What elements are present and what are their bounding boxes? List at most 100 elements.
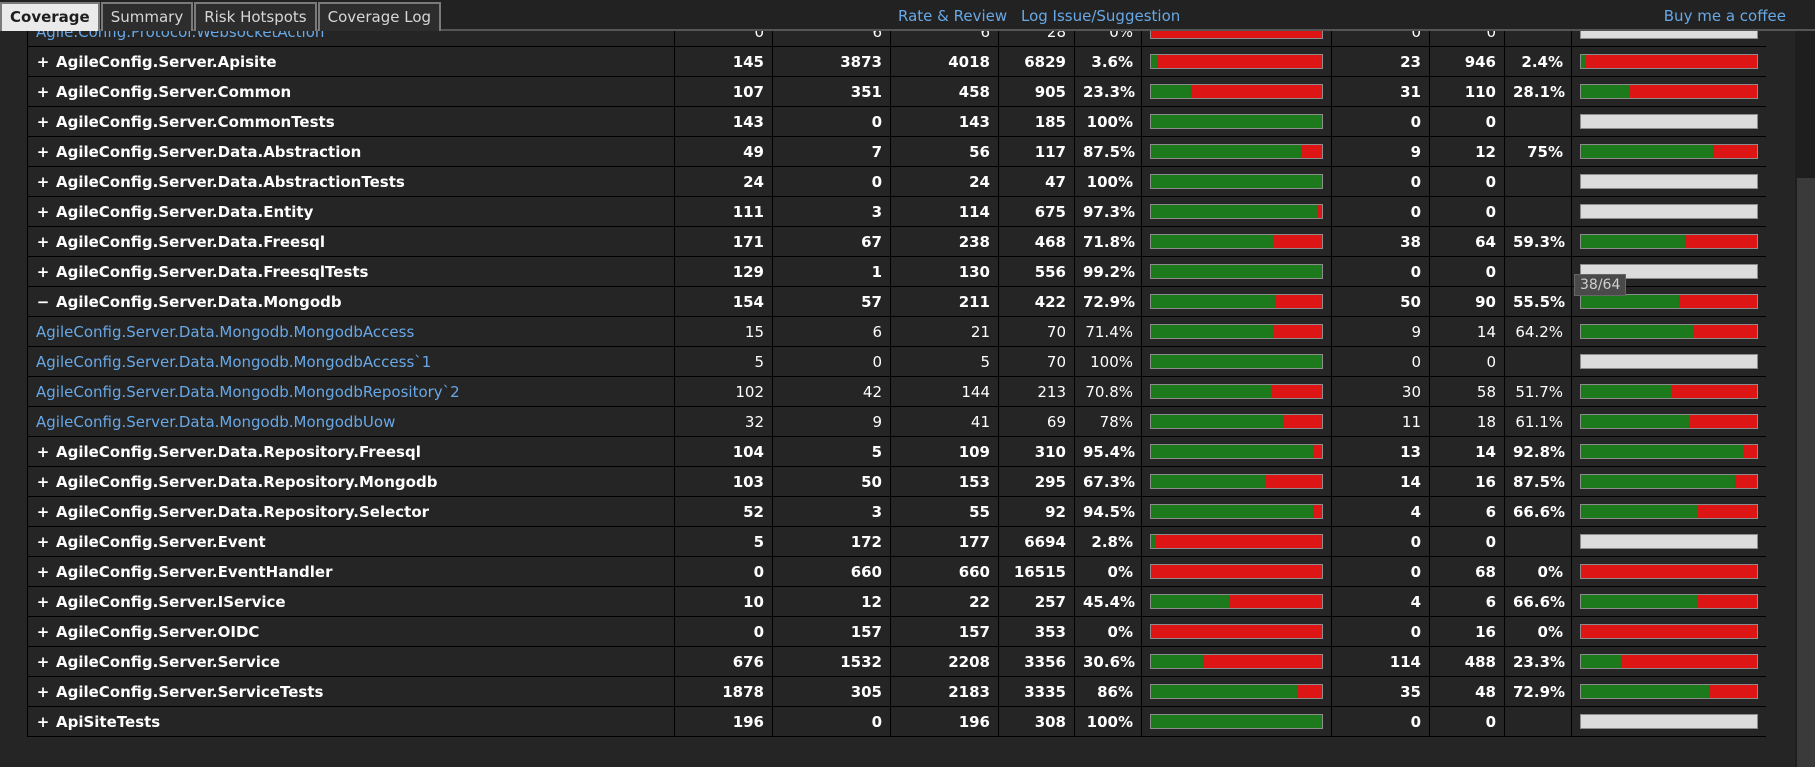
uncovered-lines: 0 bbox=[772, 106, 891, 137]
tab-coverage[interactable]: Coverage bbox=[0, 2, 100, 31]
expand-icon[interactable]: + bbox=[36, 142, 50, 161]
assembly-row[interactable]: + AgileConfig.Server.Data.Repository.Free… bbox=[27, 436, 1766, 467]
expand-icon[interactable]: + bbox=[36, 562, 50, 581]
expand-icon[interactable]: + bbox=[36, 262, 50, 281]
expand-icon[interactable]: + bbox=[36, 682, 50, 701]
row-name-cell[interactable]: AgileConfig.Server.Data.Mongodb.MongodbU… bbox=[27, 406, 675, 437]
line-coverage-percent: 97.3% bbox=[1074, 196, 1142, 227]
assembly-row[interactable]: + AgileConfig.Server.CommonTests 143 0 143 18… bbox=[27, 106, 1766, 137]
coverable-lines: 109 bbox=[890, 436, 999, 467]
total-lines: 257 bbox=[998, 586, 1075, 617]
uncovered-fill bbox=[1622, 655, 1757, 668]
covered-branches: 4 bbox=[1331, 586, 1430, 617]
covered-branches: 0 bbox=[1331, 31, 1430, 47]
vertical-scrollbar-thumb[interactable] bbox=[1797, 178, 1815, 767]
assembly-row[interactable]: + ApiSiteTests 196 0 196 308 100% 0 0 bbox=[27, 706, 1766, 737]
class-row[interactable]: AgileConfig.Server.Data.Mongodb.MongodbA… bbox=[27, 346, 1766, 377]
row-name-cell[interactable]: AgileConfig.Server.Data.Mongodb.MongodbR… bbox=[27, 376, 675, 407]
line-coverage-bar bbox=[1150, 714, 1323, 729]
expand-icon[interactable]: + bbox=[36, 232, 50, 251]
assembly-row[interactable]: + AgileConfig.Server.OIDC 0 157 157 353 0% 0 16 0… bbox=[27, 616, 1766, 647]
branch-coverage-bar bbox=[1580, 414, 1758, 429]
class-name-link[interactable]: AgileConfig.Server.Data.Mongodb.MongodbR… bbox=[36, 382, 460, 401]
rate-review-link[interactable]: Rate & Review bbox=[898, 7, 1008, 25]
uncovered-fill bbox=[1678, 295, 1757, 308]
expand-icon[interactable]: + bbox=[36, 172, 50, 191]
expand-icon[interactable]: + bbox=[36, 652, 50, 671]
total-lines: 6694 bbox=[998, 526, 1075, 557]
row-name-cell[interactable]: AgileConfig.Server.Data.Mongodb.MongodbA… bbox=[27, 316, 675, 347]
branch-tooltip: 38/64 bbox=[1574, 274, 1627, 296]
covered-branches: 50 bbox=[1331, 286, 1430, 317]
tab-risk-hotspots[interactable]: Risk Hotspots bbox=[194, 2, 317, 31]
expand-icon[interactable]: + bbox=[36, 712, 50, 731]
row-name-cell[interactable]: Agile.Config.Protocol.WebsocketAction bbox=[27, 31, 675, 47]
collapse-icon[interactable]: − bbox=[36, 292, 50, 311]
assembly-row[interactable]: + AgileConfig.Server.Data.Repository.Mong… bbox=[27, 466, 1766, 497]
expand-icon[interactable]: + bbox=[36, 472, 50, 491]
branch-coverage-bar-cell bbox=[1571, 466, 1766, 497]
row-name-cell: + AgileConfig.Server.Apisite bbox=[27, 46, 675, 77]
line-coverage-percent: 2.8% bbox=[1074, 526, 1142, 557]
coverable-lines: 2183 bbox=[890, 676, 999, 707]
tab-coverage-log[interactable]: Coverage Log bbox=[317, 2, 442, 31]
class-name-link[interactable]: Agile.Config.Protocol.WebsocketAction bbox=[36, 31, 325, 41]
class-name-link[interactable]: AgileConfig.Server.Data.Mongodb.MongodbU… bbox=[36, 412, 396, 431]
expand-icon[interactable]: + bbox=[36, 442, 50, 461]
assembly-row[interactable]: + AgileConfig.Server.Data.Entity 111 3 114 67… bbox=[27, 196, 1766, 227]
row-name-cell[interactable]: AgileConfig.Server.Data.Mongodb.MongodbA… bbox=[27, 346, 675, 377]
line-coverage-bar bbox=[1150, 654, 1323, 669]
line-coverage-percent: 71.4% bbox=[1074, 316, 1142, 347]
buy-coffee-link[interactable]: Buy me a coffee bbox=[1663, 7, 1786, 25]
assembly-row[interactable]: + AgileConfig.Server.EventHandler 0 660 660 1… bbox=[27, 556, 1766, 587]
branch-coverage-percent: 66.6% bbox=[1504, 496, 1572, 527]
line-coverage-bar bbox=[1150, 624, 1323, 639]
expand-icon[interactable]: + bbox=[36, 202, 50, 221]
covered-lines: 52 bbox=[674, 496, 773, 527]
uncovered-fill bbox=[1284, 415, 1322, 428]
covered-branches: 11 bbox=[1331, 406, 1430, 437]
assembly-row[interactable]: + AgileConfig.Server.Common 107 351 458 905 23… bbox=[27, 76, 1766, 107]
assembly-row[interactable]: + AgileConfig.Server.Data.Repository.Sele… bbox=[27, 496, 1766, 527]
class-row[interactable]: AgileConfig.Server.Data.Mongodb.MongodbR… bbox=[27, 376, 1766, 407]
assembly-row[interactable]: + AgileConfig.Server.Service 676 1532 2208 33… bbox=[27, 646, 1766, 677]
assembly-row[interactable]: + AgileConfig.Server.Event 5 172 177 6694 2.8%… bbox=[27, 526, 1766, 557]
assembly-row[interactable]: + AgileConfig.Server.Apisite 145 3873 4018 68… bbox=[27, 46, 1766, 77]
expand-icon[interactable]: + bbox=[36, 532, 50, 551]
tab-summary[interactable]: Summary bbox=[100, 2, 194, 31]
covered-lines: 24 bbox=[674, 166, 773, 197]
branch-coverage-bar bbox=[1580, 564, 1758, 579]
branch-coverage-bar bbox=[1580, 654, 1758, 669]
expand-icon[interactable]: + bbox=[36, 622, 50, 641]
covered-branches: 0 bbox=[1331, 616, 1430, 647]
uncovered-fill bbox=[1744, 445, 1757, 458]
covered-branches: 9 bbox=[1331, 316, 1430, 347]
expand-icon[interactable]: + bbox=[36, 112, 50, 131]
assembly-row[interactable]: + AgileConfig.Server.Data.Freesql 171 67 238… bbox=[27, 226, 1766, 257]
assembly-name: AgileConfig.Server.Data.AbstractionTests bbox=[56, 172, 405, 191]
assembly-row[interactable]: + AgileConfig.Server.Data.Abstraction 49 7 5… bbox=[27, 136, 1766, 167]
expand-icon[interactable]: + bbox=[36, 82, 50, 101]
assembly-row[interactable]: + AgileConfig.Server.ServiceTests 1878 305 2… bbox=[27, 676, 1766, 707]
class-row[interactable]: AgileConfig.Server.Data.Mongodb.MongodbU… bbox=[27, 406, 1766, 437]
expand-icon[interactable]: + bbox=[36, 52, 50, 71]
expand-icon[interactable]: + bbox=[36, 502, 50, 521]
assembly-row[interactable]: + AgileConfig.Server.IService 10 12 22 257 45.… bbox=[27, 586, 1766, 617]
log-issue-link[interactable]: Log Issue/Suggestion bbox=[1021, 7, 1181, 25]
covered-lines: 49 bbox=[674, 136, 773, 167]
covered-branches: 0 bbox=[1331, 526, 1430, 557]
assembly-row[interactable]: + AgileConfig.Server.Data.FreesqlTests 129… bbox=[27, 256, 1766, 287]
assembly-row[interactable]: + AgileConfig.Server.Data.AbstractionTest… bbox=[27, 166, 1766, 197]
assembly-row[interactable]: − AgileConfig.Server.Data.Mongodb 154 57 211… bbox=[27, 286, 1766, 317]
covered-fill bbox=[1151, 205, 1318, 218]
class-row[interactable]: Agile.Config.Protocol.WebsocketAction 0 6 6… bbox=[27, 31, 1766, 47]
class-name-link[interactable]: AgileConfig.Server.Data.Mongodb.MongodbA… bbox=[36, 352, 432, 371]
covered-lines: 5 bbox=[674, 526, 773, 557]
row-name-cell: + AgileConfig.Server.EventHandler bbox=[27, 556, 675, 587]
total-lines: 468 bbox=[998, 226, 1075, 257]
covered-fill bbox=[1151, 715, 1322, 728]
class-name-link[interactable]: AgileConfig.Server.Data.Mongodb.MongodbA… bbox=[36, 322, 415, 341]
branch-coverage-bar-cell bbox=[1571, 526, 1766, 557]
class-row[interactable]: AgileConfig.Server.Data.Mongodb.MongodbA… bbox=[27, 316, 1766, 347]
expand-icon[interactable]: + bbox=[36, 592, 50, 611]
